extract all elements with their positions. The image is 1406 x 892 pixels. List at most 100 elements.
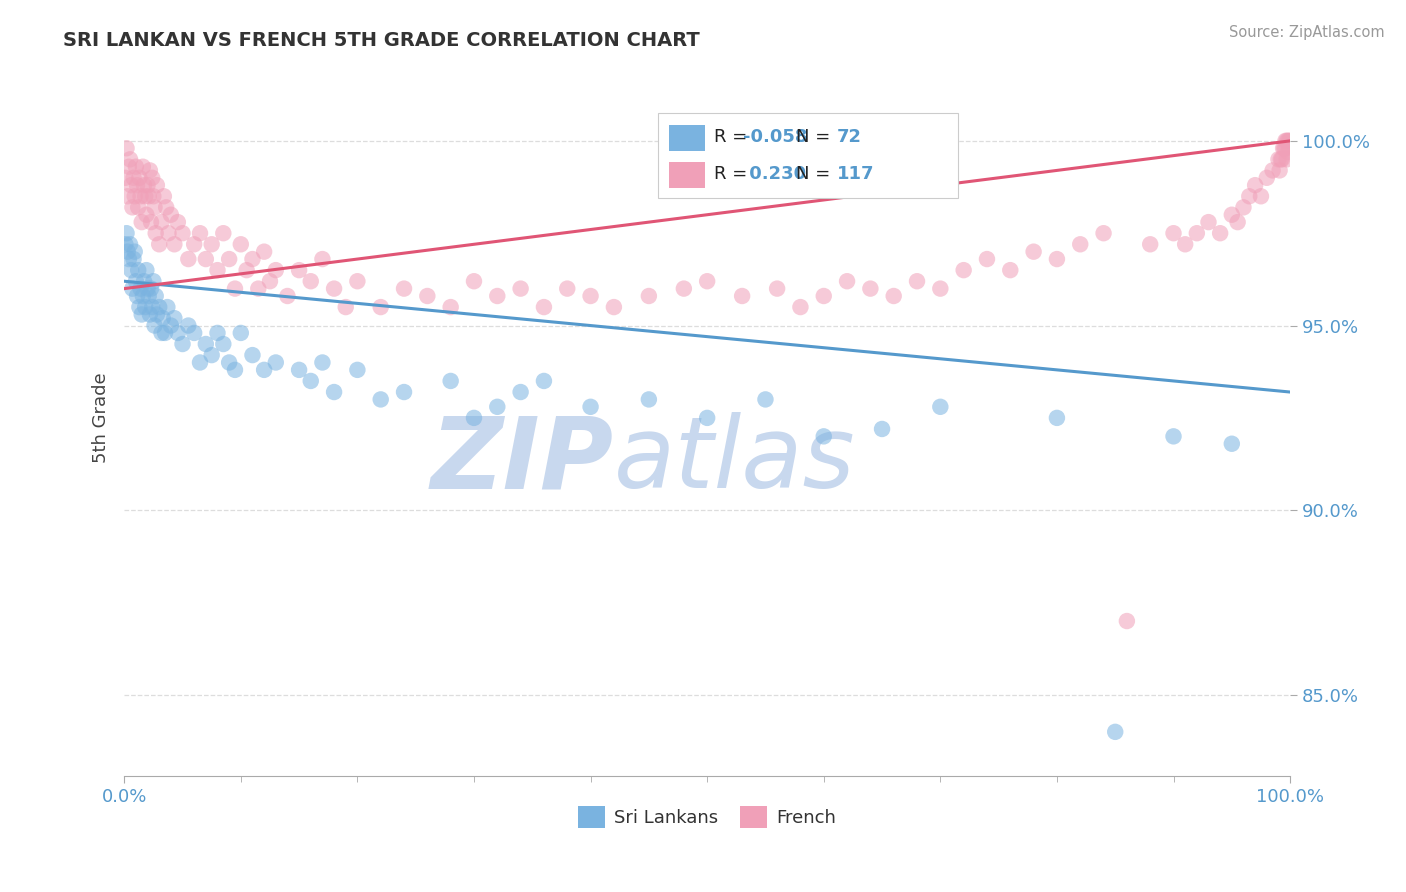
Point [859, 282, 882, 296]
Point [139, 163, 162, 178]
Text: R =: R = [714, 128, 752, 146]
Point [114, 170, 136, 185]
Point [139, 308, 162, 322]
Point [1174, 237, 1197, 252]
Point [1272, 141, 1295, 155]
Point [135, 263, 157, 277]
Point [166, 326, 188, 340]
Point [1092, 226, 1115, 240]
Point [1069, 237, 1091, 252]
Point [754, 392, 776, 407]
Point [299, 274, 322, 288]
Point [131, 215, 153, 229]
Point [766, 282, 789, 296]
Text: N =: N = [796, 165, 837, 184]
Point [1272, 141, 1295, 155]
Point [156, 300, 179, 314]
Point [142, 274, 165, 288]
Point [789, 300, 811, 314]
Point [201, 348, 224, 362]
Point [118, 237, 141, 252]
Point [1271, 153, 1294, 167]
Point [835, 274, 858, 288]
Point [117, 244, 139, 259]
Point [440, 374, 463, 388]
Point [440, 300, 463, 314]
Point [1244, 178, 1267, 193]
Point [120, 178, 142, 193]
Point [288, 263, 311, 277]
Point [138, 189, 160, 203]
Point [1115, 614, 1137, 628]
Point [1239, 189, 1261, 203]
Point [125, 178, 148, 193]
Point [235, 263, 257, 277]
Point [1275, 134, 1298, 148]
Point [253, 363, 276, 377]
Point [148, 237, 170, 252]
Point [533, 300, 555, 314]
Point [134, 300, 156, 314]
Point [136, 178, 159, 193]
Point [224, 363, 246, 377]
Point [253, 244, 276, 259]
Point [288, 363, 311, 377]
Point [183, 326, 205, 340]
Point [128, 300, 150, 314]
Point [463, 274, 485, 288]
Text: 72: 72 [837, 128, 862, 146]
Point [139, 215, 162, 229]
Point [603, 300, 626, 314]
Point [121, 282, 143, 296]
Point [929, 282, 952, 296]
Point [1104, 724, 1126, 739]
Point [143, 200, 166, 214]
Point [122, 170, 145, 185]
Point [509, 384, 531, 399]
Text: SRI LANKAN VS FRENCH 5TH GRADE CORRELATION CHART: SRI LANKAN VS FRENCH 5TH GRADE CORRELATI… [63, 31, 700, 50]
Point [134, 189, 156, 203]
Point [1022, 244, 1045, 259]
Point [172, 337, 194, 351]
Point [672, 282, 695, 296]
Point [696, 410, 718, 425]
Point [1185, 226, 1208, 240]
Point [127, 263, 149, 277]
Point [155, 200, 177, 214]
Point [1046, 252, 1069, 266]
Point [201, 237, 224, 252]
Point [163, 311, 186, 326]
Point [117, 189, 139, 203]
Point [1277, 145, 1299, 159]
Point [370, 392, 392, 407]
Point [1163, 429, 1185, 443]
Text: ZIP: ZIP [430, 412, 614, 509]
Point [392, 282, 415, 296]
Point [157, 226, 180, 240]
Point [883, 289, 905, 303]
Point [132, 274, 155, 288]
Point [124, 244, 146, 259]
Point [150, 215, 173, 229]
Point [1275, 153, 1298, 167]
Text: -0.058: -0.058 [742, 128, 807, 146]
Point [1232, 200, 1254, 214]
Point [323, 384, 346, 399]
Point [1226, 215, 1249, 229]
Point [276, 289, 298, 303]
Point [346, 274, 368, 288]
Point [141, 300, 163, 314]
Point [160, 318, 183, 333]
Text: N =: N = [796, 128, 837, 146]
Point [486, 289, 509, 303]
Point [150, 326, 173, 340]
Point [242, 252, 264, 266]
Point [1220, 436, 1243, 450]
Point [212, 337, 235, 351]
Point [129, 189, 152, 203]
Point [207, 263, 229, 277]
Point [637, 392, 659, 407]
Point [1267, 153, 1289, 167]
Point [335, 300, 357, 314]
Point [731, 289, 754, 303]
